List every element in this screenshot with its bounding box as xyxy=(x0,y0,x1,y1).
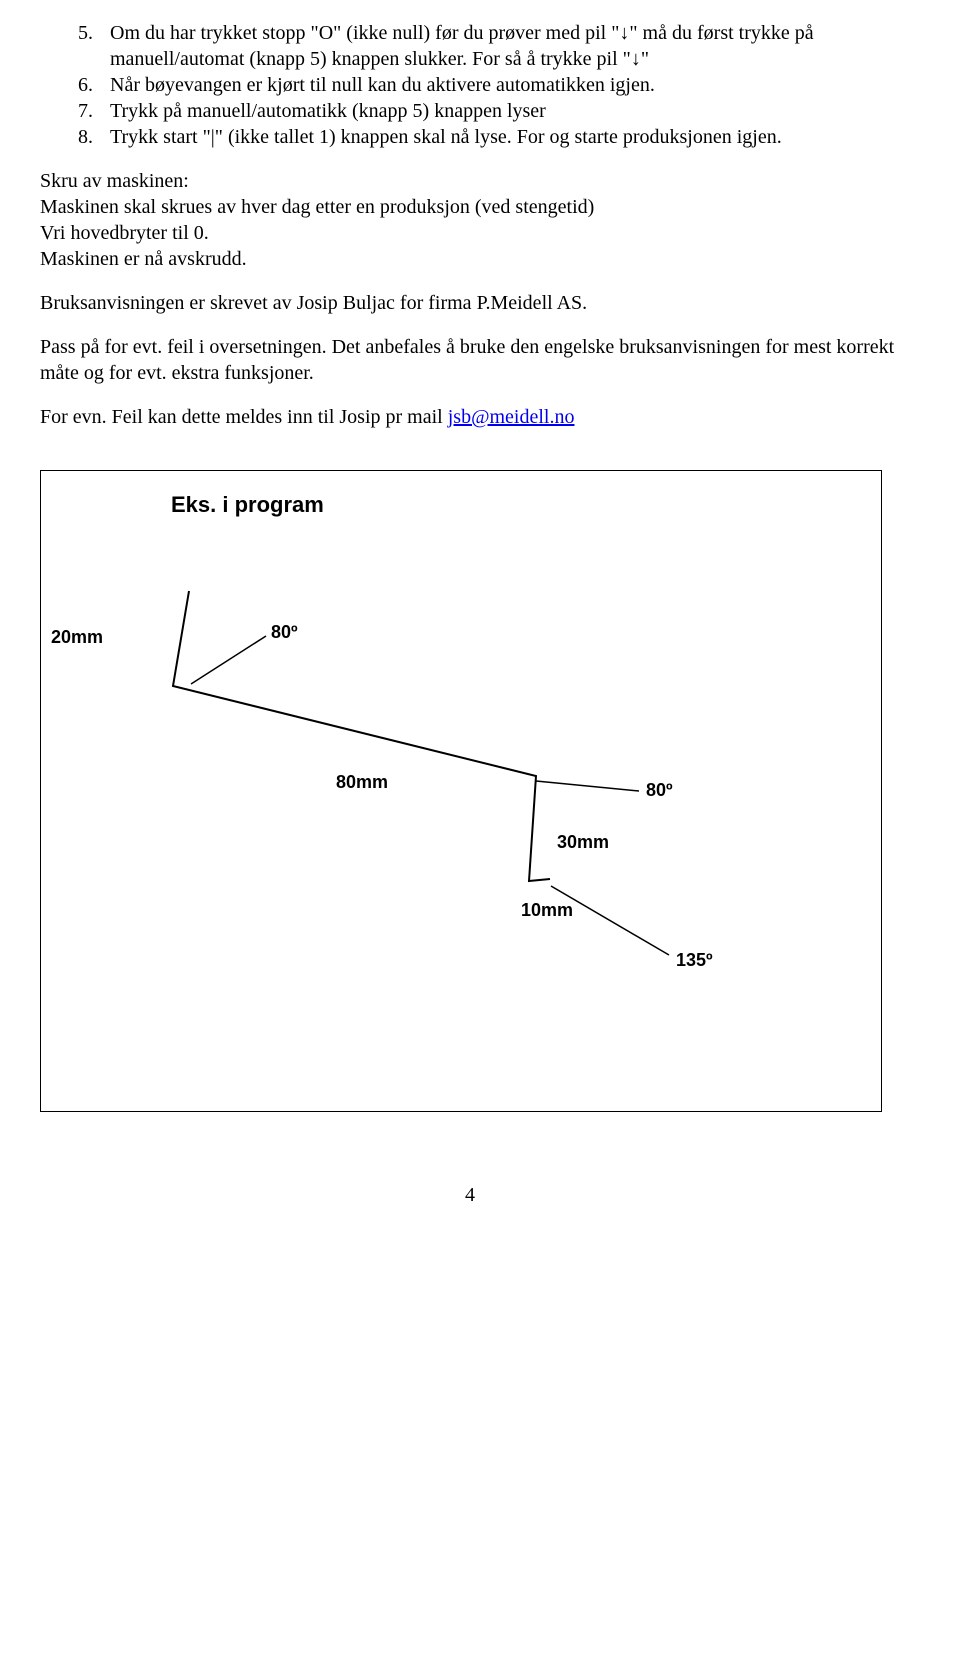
list-item: Om du har trykket stopp "O" (ikke null) … xyxy=(98,20,900,72)
label-10mm: 10mm xyxy=(521,899,573,922)
label-20mm: 20mm xyxy=(51,626,103,649)
paragraph-pass: Pass på for evt. feil i oversetningen. D… xyxy=(40,334,900,386)
numbered-list: Om du har trykket stopp "O" (ikke null) … xyxy=(40,20,900,150)
pointer-line xyxy=(536,781,639,791)
skru-line2: Vri hovedbryter til 0. xyxy=(40,222,209,244)
paragraph-skru: Skru av maskinen: Maskinen skal skrues a… xyxy=(40,168,900,272)
label-80deg: 80º xyxy=(271,621,298,644)
label-80deg2: 80º xyxy=(646,779,673,802)
label-135deg: 135º xyxy=(676,949,713,972)
list-item: Trykk start "|" (ikke tallet 1) knappen … xyxy=(98,124,900,150)
page-number: 4 xyxy=(40,1182,900,1208)
paragraph-forevn: For evn. Feil kan dette meldes inn til J… xyxy=(40,404,900,430)
label-30mm: 30mm xyxy=(557,831,609,854)
forevn-prefix: For evn. Feil kan dette meldes inn til J… xyxy=(40,406,448,428)
email-link[interactable]: jsb@meidell.no xyxy=(448,406,575,428)
diagram-svg xyxy=(41,471,881,1111)
bend-shape xyxy=(173,591,550,881)
skru-heading: Skru av maskinen: xyxy=(40,170,189,192)
paragraph-bruks: Bruksanvisningen er skrevet av Josip Bul… xyxy=(40,290,900,316)
skru-line3: Maskinen er nå avskrudd. xyxy=(40,248,247,270)
diagram-container: Eks. i program 20mm 80º 80mm 80º 30mm 10… xyxy=(40,470,882,1112)
label-80mm: 80mm xyxy=(336,771,388,794)
list-item: Trykk på manuell/automatikk (knapp 5) kn… xyxy=(98,98,900,124)
list-item: Når bøyevangen er kjørt til null kan du … xyxy=(98,72,900,98)
pointer-line xyxy=(191,636,266,684)
skru-line1: Maskinen skal skrues av hver dag etter e… xyxy=(40,196,594,218)
